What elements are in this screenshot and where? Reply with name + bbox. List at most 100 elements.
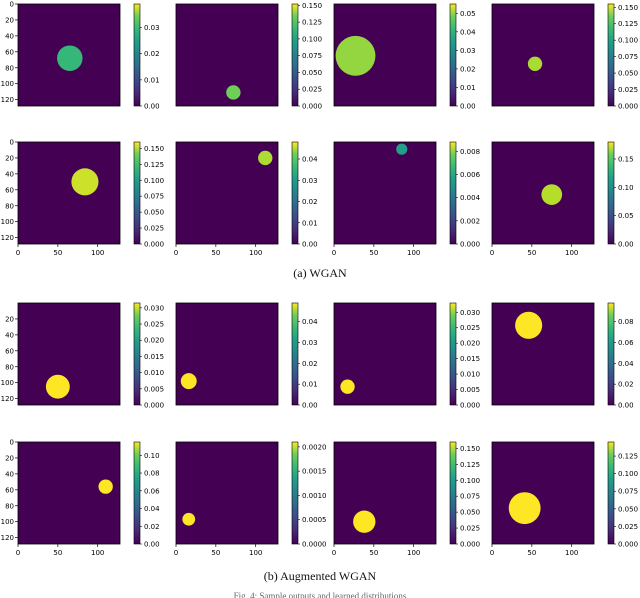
colorbar-tick-label: 0.125 — [618, 20, 638, 28]
heatmap-background — [492, 4, 594, 106]
colorbar-frame — [607, 3, 615, 107]
colorbar — [450, 142, 456, 244]
colorbar-tick-label: 0.050 — [460, 509, 480, 517]
y-tick-label: 100 — [1, 379, 14, 387]
x-tick-label: 100 — [407, 249, 420, 257]
colorbar-tick-label: 0.050 — [618, 505, 638, 513]
colorbar-tick-label: 0.000 — [460, 402, 480, 410]
colorbar-frame — [291, 302, 299, 406]
axes-frame — [491, 141, 595, 245]
colorbar-tick-label: 0.100 — [618, 37, 638, 45]
colorbar-tick-label: 0.025 — [144, 225, 164, 233]
colorbar-tick-label: 0.02 — [302, 198, 318, 206]
colorbar-tick-label: 0.02 — [144, 50, 160, 58]
colorbar — [292, 303, 298, 405]
x-tick-label: 0 — [490, 249, 494, 257]
caption-wgan: (a) WGAN — [293, 266, 347, 280]
colorbar — [134, 4, 140, 106]
colorbar — [134, 303, 140, 405]
heatmap-blob — [515, 311, 543, 339]
axes-frame — [17, 3, 121, 107]
axes-frame — [491, 441, 595, 545]
x-tick-label: 50 — [369, 249, 378, 257]
heatmap-blob — [71, 168, 99, 196]
colorbar-tick-label: 0.01 — [144, 76, 160, 84]
colorbar-tick-label: 0.008 — [460, 148, 480, 156]
colorbar-tick-label: 0.150 — [460, 445, 480, 453]
heatmap-blob — [57, 45, 83, 71]
colorbar-tick-label: 0.05 — [618, 212, 634, 220]
colorbar-tick-label: 0.10 — [618, 184, 634, 192]
colorbar — [292, 4, 298, 106]
colorbar-tick-label: 0.010 — [144, 369, 164, 377]
colorbar-tick-label: 0.0020 — [302, 443, 327, 451]
axes-frame — [17, 141, 121, 245]
y-tick-label: 100 — [1, 80, 14, 88]
colorbar-tick-label: 0.0000 — [302, 541, 327, 549]
heatmap-panel-4: 0.000 0.025 0.050 0.075 0.100 0.125 0.150 — [491, 3, 638, 111]
heatmap-background — [18, 142, 120, 244]
colorbar-tick-label: 0.02 — [618, 381, 634, 389]
x-tick-label: 0 — [174, 249, 178, 257]
x-tick-label: 100 — [565, 249, 578, 257]
x-tick-label: 0 — [490, 549, 494, 557]
y-tick-label: 0 — [10, 139, 14, 147]
colorbar-tick-label: 0.00 — [144, 541, 160, 549]
colorbar-frame — [133, 3, 141, 107]
colorbar-tick-label: 0.03 — [460, 47, 476, 55]
colorbar-tick-label: 0.100 — [144, 177, 164, 185]
y-tick-label: 40 — [5, 32, 14, 40]
heatmap-panel-14: 0 50 100 0.0000 0.0005 0.0010 0.0015 0.0020 — [174, 441, 327, 557]
axes-frame — [175, 441, 279, 545]
colorbar-frame — [607, 141, 615, 245]
colorbar-tick-label: 0.06 — [144, 487, 160, 495]
colorbar-tick-label: 0.125 — [302, 19, 322, 27]
colorbar-tick-label: 0.125 — [144, 161, 164, 169]
x-tick-label: 100 — [407, 549, 420, 557]
colorbar-tick-label: 0.02 — [302, 360, 318, 368]
heatmap-blob — [541, 184, 563, 205]
colorbar — [292, 142, 298, 244]
heatmap-background — [492, 303, 594, 405]
heatmap-panel-9: 20 40 60 80 100 120 0.000 0.005 0.010 0.015 0.020 0… — [1, 302, 164, 410]
colorbar-frame — [291, 3, 299, 107]
x-tick-label: 0 — [16, 249, 20, 257]
y-tick-label: 120 — [1, 534, 14, 542]
heatmap-blob — [226, 85, 241, 100]
y-tick-label: 120 — [1, 234, 14, 242]
colorbar-tick-label: 0.000 — [460, 241, 480, 249]
x-tick-label: 50 — [369, 549, 378, 557]
axes-frame — [333, 3, 437, 107]
axes-frame — [333, 141, 437, 245]
colorbar-tick-label: 0.08 — [144, 470, 160, 478]
heatmap-blob — [527, 56, 543, 71]
y-tick-label: 20 — [5, 154, 14, 162]
y-tick-label: 40 — [5, 170, 14, 178]
heatmap-panel-2: 0.000 0.025 0.050 0.075 0.100 0.125 0.150 — [175, 2, 322, 111]
caption-augmented-wgan: (b) Augmented WGAN — [263, 569, 377, 583]
axes-frame — [17, 302, 121, 406]
colorbar-tick-label: 0.00 — [144, 103, 160, 111]
heatmap-background — [334, 442, 436, 544]
colorbar-tick-label: 0.04 — [618, 360, 634, 368]
y-tick-label: 60 — [5, 347, 14, 355]
colorbar-tick-label: 0.100 — [302, 35, 322, 43]
heatmap-panel-1: 0 20 40 60 80 100 120 0.00 0.01 0.02 0.03 — [1, 1, 160, 111]
x-tick-label: 100 — [91, 249, 104, 257]
heatmap-blob — [508, 492, 541, 525]
heatmap-blob — [396, 143, 408, 155]
colorbar-tick-label: 0.000 — [144, 241, 164, 249]
colorbar — [292, 442, 298, 544]
colorbar — [608, 4, 614, 106]
axes-frame — [175, 302, 279, 406]
colorbar-tick-label: 0.125 — [460, 461, 480, 469]
colorbar-tick-label: 0.006 — [460, 171, 481, 179]
colorbar-tick-label: 0.002 — [460, 217, 480, 225]
y-tick-label: 60 — [5, 186, 14, 194]
colorbar-tick-label: 0.02 — [460, 65, 476, 73]
colorbar-tick-label: 0.030 — [460, 309, 480, 317]
heatmap-panel-10: 0.00 0.01 0.02 0.03 0.04 — [175, 302, 318, 410]
x-tick-label: 50 — [211, 249, 220, 257]
